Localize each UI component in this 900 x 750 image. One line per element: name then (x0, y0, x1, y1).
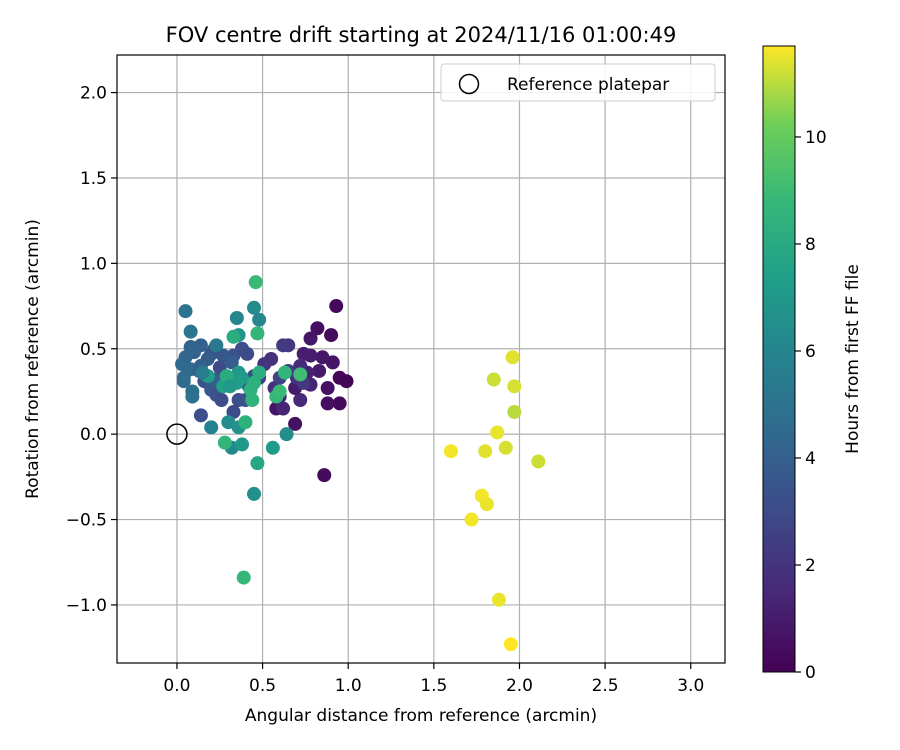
y-tick-label: 2.0 (80, 84, 107, 104)
y-tick-label: 1.5 (80, 169, 107, 189)
y-tick-label: 0.5 (80, 340, 107, 360)
data-point (293, 367, 308, 382)
data-point (332, 396, 347, 411)
data-point (250, 456, 265, 471)
y-tick-label: −1.0 (66, 596, 107, 616)
data-point (276, 401, 291, 416)
data-point (272, 384, 287, 399)
x-tick-label: 2.5 (592, 676, 619, 696)
data-point (276, 338, 291, 353)
data-point (240, 346, 255, 361)
data-point (250, 326, 265, 341)
y-tick-label: 1.0 (80, 254, 107, 274)
data-point (235, 437, 250, 452)
data-point (479, 497, 494, 512)
data-point (296, 346, 311, 361)
data-point (310, 321, 325, 336)
data-point (303, 331, 318, 346)
data-point (204, 420, 219, 435)
data-point (315, 350, 330, 365)
data-point (238, 415, 253, 430)
y-axis-label: Rotation from reference (arcmin) (23, 219, 43, 499)
data-point (279, 427, 294, 442)
data-point (214, 392, 229, 407)
colorbar-label: Hours from first FF file (843, 264, 863, 454)
reference-marker (166, 423, 188, 445)
data-point (229, 311, 244, 326)
y-tick-label: 0.0 (80, 425, 107, 445)
data-point (320, 381, 335, 396)
x-axis-label: Angular distance from reference (arcmin) (245, 706, 597, 726)
data-point (247, 300, 262, 315)
data-point (223, 379, 238, 394)
x-tick-label: 0.0 (163, 676, 190, 696)
data-points (175, 275, 546, 652)
data-point (507, 379, 522, 394)
data-point (195, 365, 210, 380)
x-tick-label: 0.5 (249, 676, 276, 696)
legend-entry-reference: Reference platepar (507, 75, 669, 95)
data-point (317, 468, 332, 483)
data-point (503, 637, 518, 652)
data-point (486, 372, 501, 387)
data-point (293, 392, 308, 407)
x-tick-label: 1.0 (335, 676, 362, 696)
colorbar-ticks: 0 2 4 6 8 10 (795, 128, 827, 683)
colorbar-tick-label: 2 (805, 556, 816, 576)
data-point (320, 396, 335, 411)
data-point (329, 299, 344, 314)
data-point (531, 454, 546, 469)
data-point (193, 408, 208, 423)
colorbar (762, 45, 796, 673)
legend-box (440, 63, 716, 102)
colorbar-tick-label: 6 (805, 342, 816, 362)
data-point (217, 435, 232, 450)
data-point (339, 374, 354, 389)
colorbar-tick-label: 8 (805, 235, 816, 255)
data-point (248, 275, 263, 290)
data-point (226, 329, 241, 344)
data-point (265, 440, 280, 455)
data-point (464, 512, 479, 527)
x-tick-label: 2.0 (506, 676, 533, 696)
data-point (178, 304, 193, 319)
data-point (324, 328, 339, 343)
colorbar-tick-label: 4 (805, 449, 816, 469)
x-ticks: 0.0 0.5 1.0 1.5 2.0 2.5 3.0 (163, 663, 704, 696)
data-point (176, 374, 191, 389)
plot-frame (116, 54, 726, 664)
data-point (505, 350, 520, 365)
data-point (183, 324, 198, 339)
legend: Reference platepar (440, 63, 716, 102)
data-point (209, 338, 224, 353)
data-point (312, 363, 327, 378)
data-point (288, 416, 303, 431)
reference-point (166, 423, 188, 445)
y-ticks: −1.0 −0.5 0.0 0.5 1.0 1.5 2.0 (66, 84, 117, 616)
data-point (252, 312, 267, 327)
data-point (498, 440, 513, 455)
colorbar-tick-label: 0 (805, 663, 816, 683)
data-point (252, 365, 267, 380)
x-tick-label: 1.5 (420, 676, 447, 696)
data-point (491, 592, 506, 607)
data-point (443, 444, 458, 459)
data-point (490, 425, 505, 440)
data-point (247, 486, 262, 501)
y-tick-label: −0.5 (66, 511, 107, 531)
data-point (277, 365, 292, 380)
data-point (224, 355, 239, 370)
data-point (507, 404, 522, 419)
colorbar-tick-label: 10 (805, 128, 827, 148)
chart-title: FOV centre drift starting at 2024/11/16 … (166, 23, 677, 47)
data-point (185, 389, 200, 404)
legend-marker-icon (458, 73, 480, 95)
x-tick-label: 3.0 (677, 676, 704, 696)
data-point (478, 444, 493, 459)
data-point (236, 570, 251, 585)
